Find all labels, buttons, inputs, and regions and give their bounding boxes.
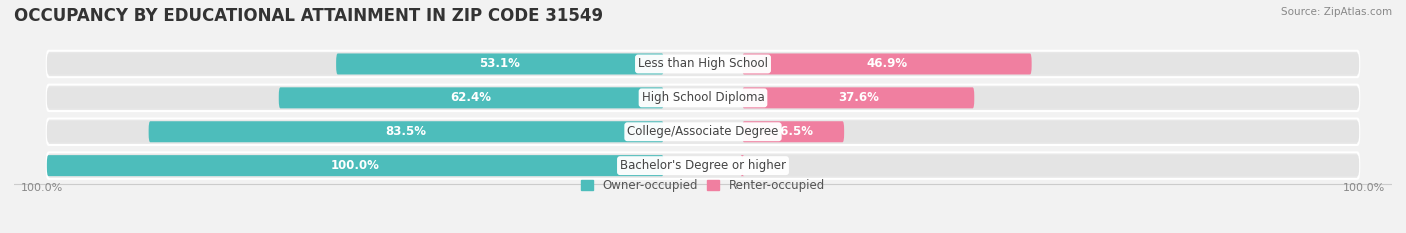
Text: College/Associate Degree: College/Associate Degree <box>627 125 779 138</box>
FancyBboxPatch shape <box>742 155 1360 176</box>
FancyBboxPatch shape <box>742 121 844 142</box>
Text: Less than High School: Less than High School <box>638 58 768 70</box>
Text: 16.5%: 16.5% <box>773 125 814 138</box>
Text: OCCUPANCY BY EDUCATIONAL ATTAINMENT IN ZIP CODE 31549: OCCUPANCY BY EDUCATIONAL ATTAINMENT IN Z… <box>14 7 603 25</box>
Text: Bachelor's Degree or higher: Bachelor's Degree or higher <box>620 159 786 172</box>
FancyBboxPatch shape <box>742 87 974 108</box>
FancyBboxPatch shape <box>46 152 1360 179</box>
FancyBboxPatch shape <box>742 87 1360 108</box>
Text: Source: ZipAtlas.com: Source: ZipAtlas.com <box>1281 7 1392 17</box>
Legend: Owner-occupied, Renter-occupied: Owner-occupied, Renter-occupied <box>576 175 830 197</box>
FancyBboxPatch shape <box>46 155 664 176</box>
Text: 83.5%: 83.5% <box>385 125 426 138</box>
Text: 46.9%: 46.9% <box>866 58 907 70</box>
FancyBboxPatch shape <box>46 87 664 108</box>
Text: 53.1%: 53.1% <box>479 58 520 70</box>
FancyBboxPatch shape <box>741 155 744 176</box>
FancyBboxPatch shape <box>46 53 664 75</box>
Text: 0.0%: 0.0% <box>752 159 785 172</box>
FancyBboxPatch shape <box>46 121 664 142</box>
FancyBboxPatch shape <box>742 53 1360 75</box>
FancyBboxPatch shape <box>742 53 1032 75</box>
FancyBboxPatch shape <box>46 119 1360 145</box>
FancyBboxPatch shape <box>46 51 1360 77</box>
Text: 100.0%: 100.0% <box>330 159 380 172</box>
FancyBboxPatch shape <box>46 85 1360 111</box>
Text: 37.6%: 37.6% <box>838 91 879 104</box>
FancyBboxPatch shape <box>278 87 664 108</box>
Text: 100.0%: 100.0% <box>21 183 63 193</box>
FancyBboxPatch shape <box>149 121 664 142</box>
Text: High School Diploma: High School Diploma <box>641 91 765 104</box>
Text: 100.0%: 100.0% <box>1343 183 1385 193</box>
FancyBboxPatch shape <box>46 155 664 176</box>
Text: 62.4%: 62.4% <box>451 91 492 104</box>
FancyBboxPatch shape <box>742 121 1360 142</box>
FancyBboxPatch shape <box>336 53 664 75</box>
